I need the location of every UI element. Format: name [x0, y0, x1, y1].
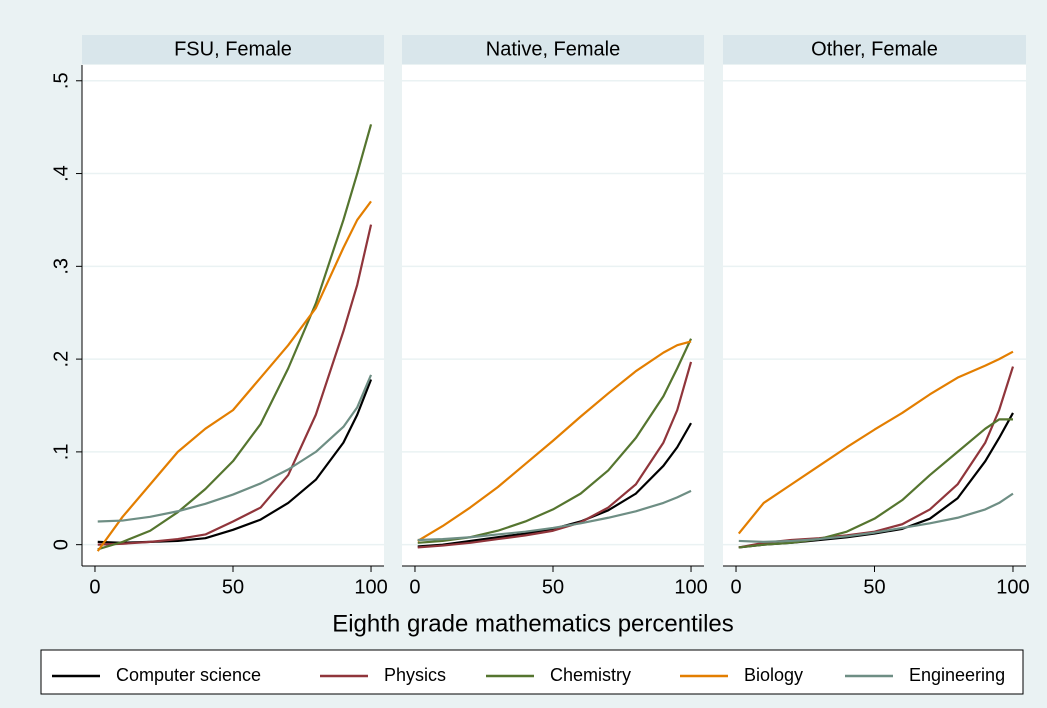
legend	[40, 649, 1024, 695]
x-tick-label: 100	[674, 576, 707, 598]
x-tick-label: 50	[222, 576, 244, 598]
y-tick-label: 0	[50, 539, 72, 550]
y-tick-label: .3	[50, 258, 72, 275]
series-line	[738, 418, 1013, 549]
x-tick-label: 100	[996, 576, 1029, 598]
series-line	[96, 200, 372, 552]
y-tick-label: .4	[50, 165, 72, 182]
x-tick-label: 50	[863, 576, 885, 598]
y-tick-label: .1	[50, 444, 72, 461]
x-tick-label: 0	[409, 576, 420, 598]
y-tick-label: .2	[50, 351, 72, 368]
series-line	[417, 489, 692, 542]
x-tick-label: 100	[354, 576, 387, 598]
series-line	[97, 374, 373, 523]
plot-area	[723, 65, 1026, 566]
panel-title: Native, Female	[486, 38, 621, 60]
series-line	[737, 350, 1014, 535]
x-tick-label: 50	[542, 576, 564, 598]
plot-area	[402, 65, 704, 566]
legend-label: Computer science	[116, 665, 261, 685]
series-line	[97, 124, 373, 551]
panel-title: Other, Female	[811, 38, 938, 60]
series-line	[417, 340, 692, 542]
series-line	[738, 492, 1014, 543]
legend-label: Physics	[384, 665, 446, 685]
y-tick-label: .5	[50, 72, 72, 89]
panel-strip	[402, 35, 704, 64]
x-axis-label: Eighth grade mathematics percentiles	[332, 610, 734, 637]
panel-title: FSU, Female	[174, 38, 292, 60]
panel-strip	[723, 35, 1026, 64]
series-line	[97, 224, 373, 546]
x-tick-label: 0	[89, 576, 100, 598]
x-tick-label: 0	[730, 576, 741, 598]
plot-area	[82, 65, 384, 566]
panel-strip	[82, 35, 384, 64]
legend-label: Biology	[744, 665, 803, 685]
legend-label: Chemistry	[550, 665, 631, 685]
legend-label: Engineering	[909, 665, 1005, 685]
